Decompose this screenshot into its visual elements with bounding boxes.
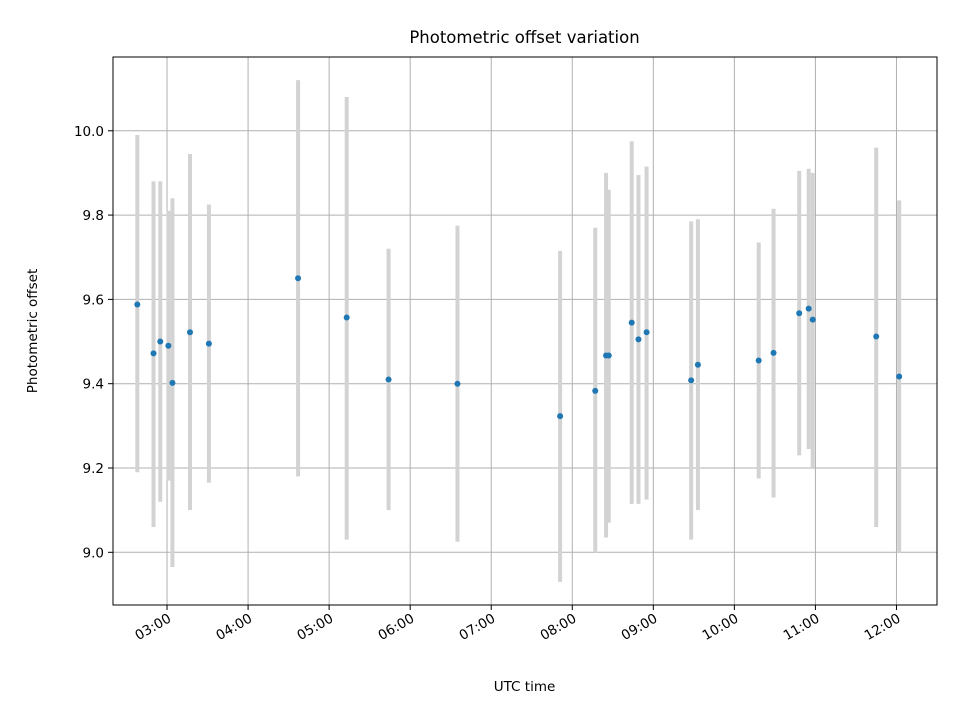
data-point: [150, 350, 157, 357]
data-point: [635, 336, 642, 343]
data-point: [643, 329, 650, 336]
data-point: [134, 301, 141, 308]
data-point: [896, 373, 903, 380]
chart-title: Photometric offset variation: [409, 28, 639, 47]
y-tick-label: 9.2: [83, 461, 104, 477]
data-point: [805, 305, 812, 312]
error-bars: [135, 80, 902, 582]
data-point: [796, 310, 803, 317]
x-tick-label: 05:00: [294, 611, 336, 644]
data-point: [688, 377, 695, 384]
data-point: [873, 333, 880, 340]
data-point: [295, 275, 302, 282]
y-tick-label: 10.0: [74, 124, 104, 140]
y-tick-label: 9.0: [83, 545, 104, 561]
x-tick-label: 07:00: [457, 611, 499, 644]
y-tick-label: 9.6: [83, 292, 104, 308]
x-tick-label: 03:00: [132, 611, 174, 644]
data-point: [809, 316, 816, 323]
x-tick-label: 04:00: [213, 611, 255, 644]
y-tick-label: 9.4: [83, 377, 104, 393]
data-point: [205, 340, 212, 347]
x-tick-label: 08:00: [538, 611, 580, 644]
data-point: [694, 361, 701, 368]
data-point: [157, 338, 164, 345]
y-axis-label: Photometric offset: [25, 269, 41, 393]
data-point: [628, 319, 635, 326]
x-axis-ticks: 03:00 04:00 05:00 06:00 07:00 08:00 09:00 10:00…: [132, 605, 903, 644]
data-points: [134, 275, 903, 420]
data-point: [755, 357, 762, 364]
x-tick-label: 12:00: [862, 611, 904, 644]
y-axis-ticks: 9.0 9.2 9.4 9.6 9.8 10.0: [74, 124, 113, 561]
x-tick-label: 06:00: [375, 611, 417, 644]
x-tick-label: 11:00: [781, 611, 823, 644]
x-tick-label: 10:00: [700, 611, 742, 644]
data-point: [385, 376, 392, 383]
data-point: [592, 387, 599, 394]
y-tick-label: 9.8: [83, 208, 104, 224]
data-point: [557, 413, 564, 420]
data-point: [169, 379, 176, 386]
data-point: [165, 342, 172, 349]
data-point: [770, 349, 777, 356]
data-point: [186, 329, 193, 336]
plot-area-frame: [112, 56, 938, 606]
data-point: [343, 314, 350, 321]
data-point: [454, 380, 461, 387]
x-tick-label: 09:00: [619, 611, 661, 644]
data-point: [605, 352, 612, 359]
x-axis-label: UTC time: [494, 679, 556, 695]
